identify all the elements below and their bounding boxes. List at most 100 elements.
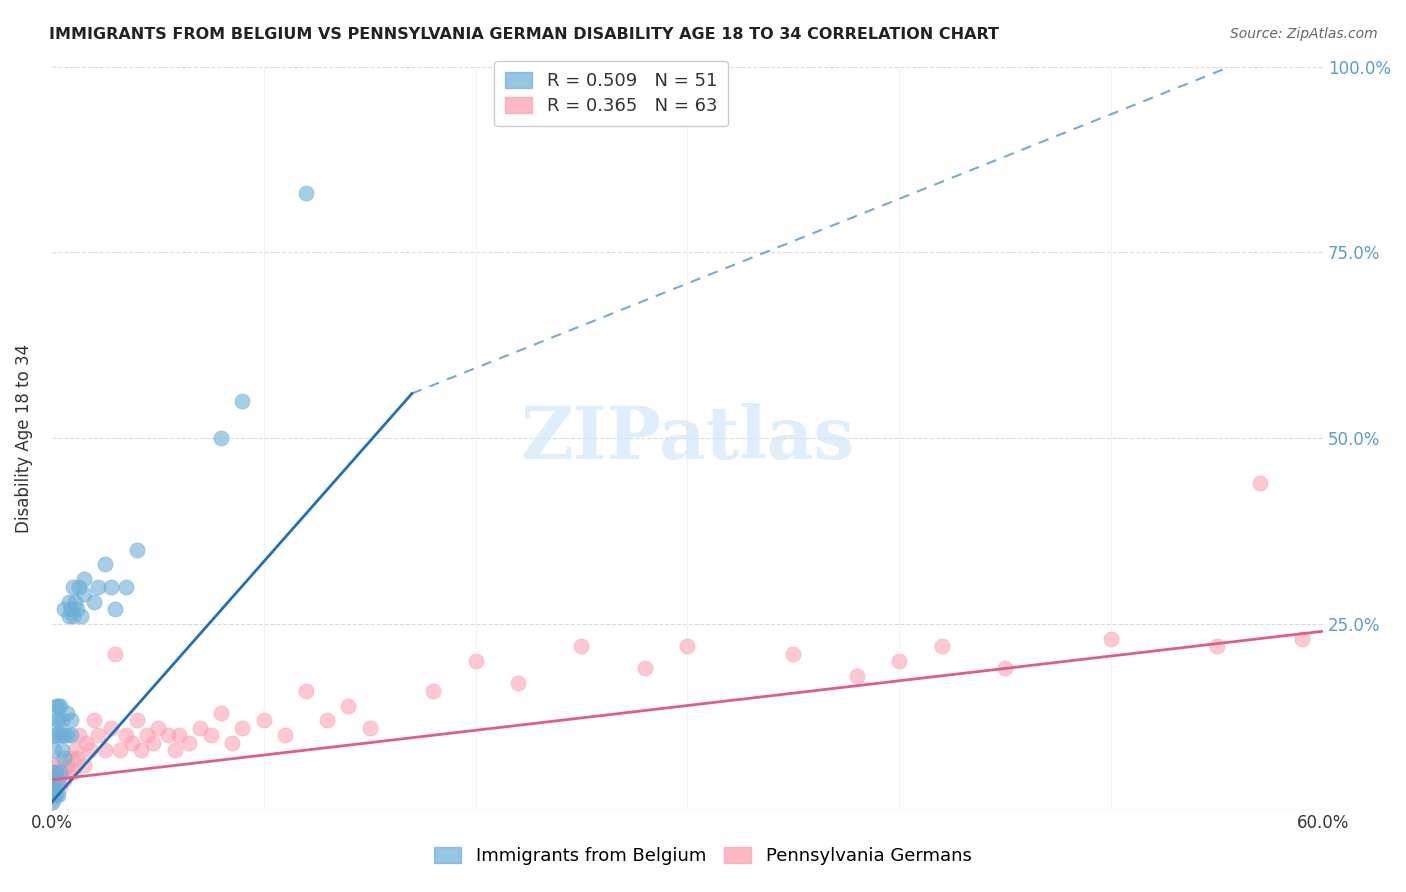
Point bbox=[87, 728, 110, 742]
Point bbox=[163, 743, 186, 757]
Point bbox=[49, 728, 72, 742]
Point bbox=[66, 602, 89, 616]
Point bbox=[42, 780, 65, 795]
Point bbox=[79, 743, 101, 757]
Point bbox=[41, 795, 63, 809]
Point bbox=[53, 602, 76, 616]
Point bbox=[209, 431, 232, 445]
Point bbox=[115, 728, 138, 742]
Point bbox=[337, 698, 360, 713]
Point bbox=[93, 558, 115, 572]
Point bbox=[75, 736, 97, 750]
Point bbox=[67, 580, 90, 594]
Point bbox=[42, 728, 65, 742]
Point bbox=[100, 721, 122, 735]
Point bbox=[1291, 632, 1313, 646]
Point bbox=[231, 721, 253, 735]
Point bbox=[846, 669, 869, 683]
Point bbox=[46, 772, 69, 787]
Point bbox=[51, 743, 73, 757]
Point bbox=[422, 683, 444, 698]
Point bbox=[125, 714, 148, 728]
Point bbox=[63, 594, 86, 608]
Point bbox=[100, 580, 122, 594]
Y-axis label: Disability Age 18 to 34: Disability Age 18 to 34 bbox=[15, 343, 32, 533]
Point bbox=[62, 609, 84, 624]
Point bbox=[104, 602, 127, 616]
Point bbox=[889, 654, 911, 668]
Point bbox=[72, 572, 94, 586]
Point bbox=[157, 728, 180, 742]
Point bbox=[49, 780, 72, 795]
Point bbox=[231, 393, 253, 408]
Point bbox=[58, 594, 80, 608]
Point bbox=[41, 788, 63, 802]
Point bbox=[188, 721, 211, 735]
Point bbox=[359, 721, 381, 735]
Point bbox=[41, 780, 63, 795]
Point bbox=[55, 706, 77, 720]
Point bbox=[295, 186, 318, 200]
Point bbox=[167, 728, 190, 742]
Text: IMMIGRANTS FROM BELGIUM VS PENNSYLVANIA GERMAN DISABILITY AGE 18 TO 34 CORRELATI: IMMIGRANTS FROM BELGIUM VS PENNSYLVANIA … bbox=[49, 27, 1000, 42]
Point bbox=[125, 542, 148, 557]
Point bbox=[464, 654, 486, 668]
Point bbox=[200, 728, 222, 742]
Point bbox=[41, 765, 63, 780]
Point bbox=[136, 728, 159, 742]
Point bbox=[53, 728, 76, 742]
Point bbox=[104, 647, 127, 661]
Point bbox=[41, 772, 63, 787]
Point bbox=[121, 736, 143, 750]
Point bbox=[53, 750, 76, 764]
Point bbox=[146, 721, 169, 735]
Point bbox=[221, 736, 243, 750]
Point bbox=[676, 639, 699, 653]
Point bbox=[51, 765, 73, 780]
Point bbox=[45, 728, 67, 742]
Point bbox=[83, 714, 105, 728]
Point bbox=[994, 661, 1017, 675]
Point bbox=[506, 676, 529, 690]
Point bbox=[295, 683, 318, 698]
Point bbox=[59, 602, 82, 616]
Point bbox=[1206, 639, 1229, 653]
Point bbox=[58, 765, 80, 780]
Point bbox=[42, 788, 65, 802]
Point bbox=[45, 765, 67, 780]
Point bbox=[55, 758, 77, 772]
Legend: Immigrants from Belgium, Pennsylvania Germans: Immigrants from Belgium, Pennsylvania Ge… bbox=[425, 838, 981, 874]
Point bbox=[41, 795, 63, 809]
Point bbox=[108, 743, 131, 757]
Point bbox=[142, 736, 165, 750]
Point bbox=[115, 580, 138, 594]
Point bbox=[45, 772, 67, 787]
Point bbox=[41, 765, 63, 780]
Point bbox=[93, 743, 115, 757]
Point bbox=[59, 750, 82, 764]
Text: ZIPatlas: ZIPatlas bbox=[520, 402, 855, 474]
Point bbox=[58, 609, 80, 624]
Point bbox=[72, 758, 94, 772]
Point bbox=[41, 758, 63, 772]
Point bbox=[62, 765, 84, 780]
Point bbox=[63, 743, 86, 757]
Point bbox=[46, 698, 69, 713]
Point bbox=[782, 647, 804, 661]
Point bbox=[253, 714, 276, 728]
Point bbox=[87, 580, 110, 594]
Point bbox=[72, 587, 94, 601]
Point bbox=[70, 609, 93, 624]
Point bbox=[46, 714, 69, 728]
Point bbox=[45, 788, 67, 802]
Point bbox=[1099, 632, 1122, 646]
Point bbox=[67, 728, 90, 742]
Point bbox=[41, 788, 63, 802]
Point bbox=[62, 580, 84, 594]
Legend: R = 0.509   N = 51, R = 0.365   N = 63: R = 0.509 N = 51, R = 0.365 N = 63 bbox=[495, 61, 728, 126]
Point bbox=[83, 594, 105, 608]
Point bbox=[571, 639, 593, 653]
Text: Source: ZipAtlas.com: Source: ZipAtlas.com bbox=[1230, 27, 1378, 41]
Point bbox=[634, 661, 657, 675]
Point bbox=[46, 788, 69, 802]
